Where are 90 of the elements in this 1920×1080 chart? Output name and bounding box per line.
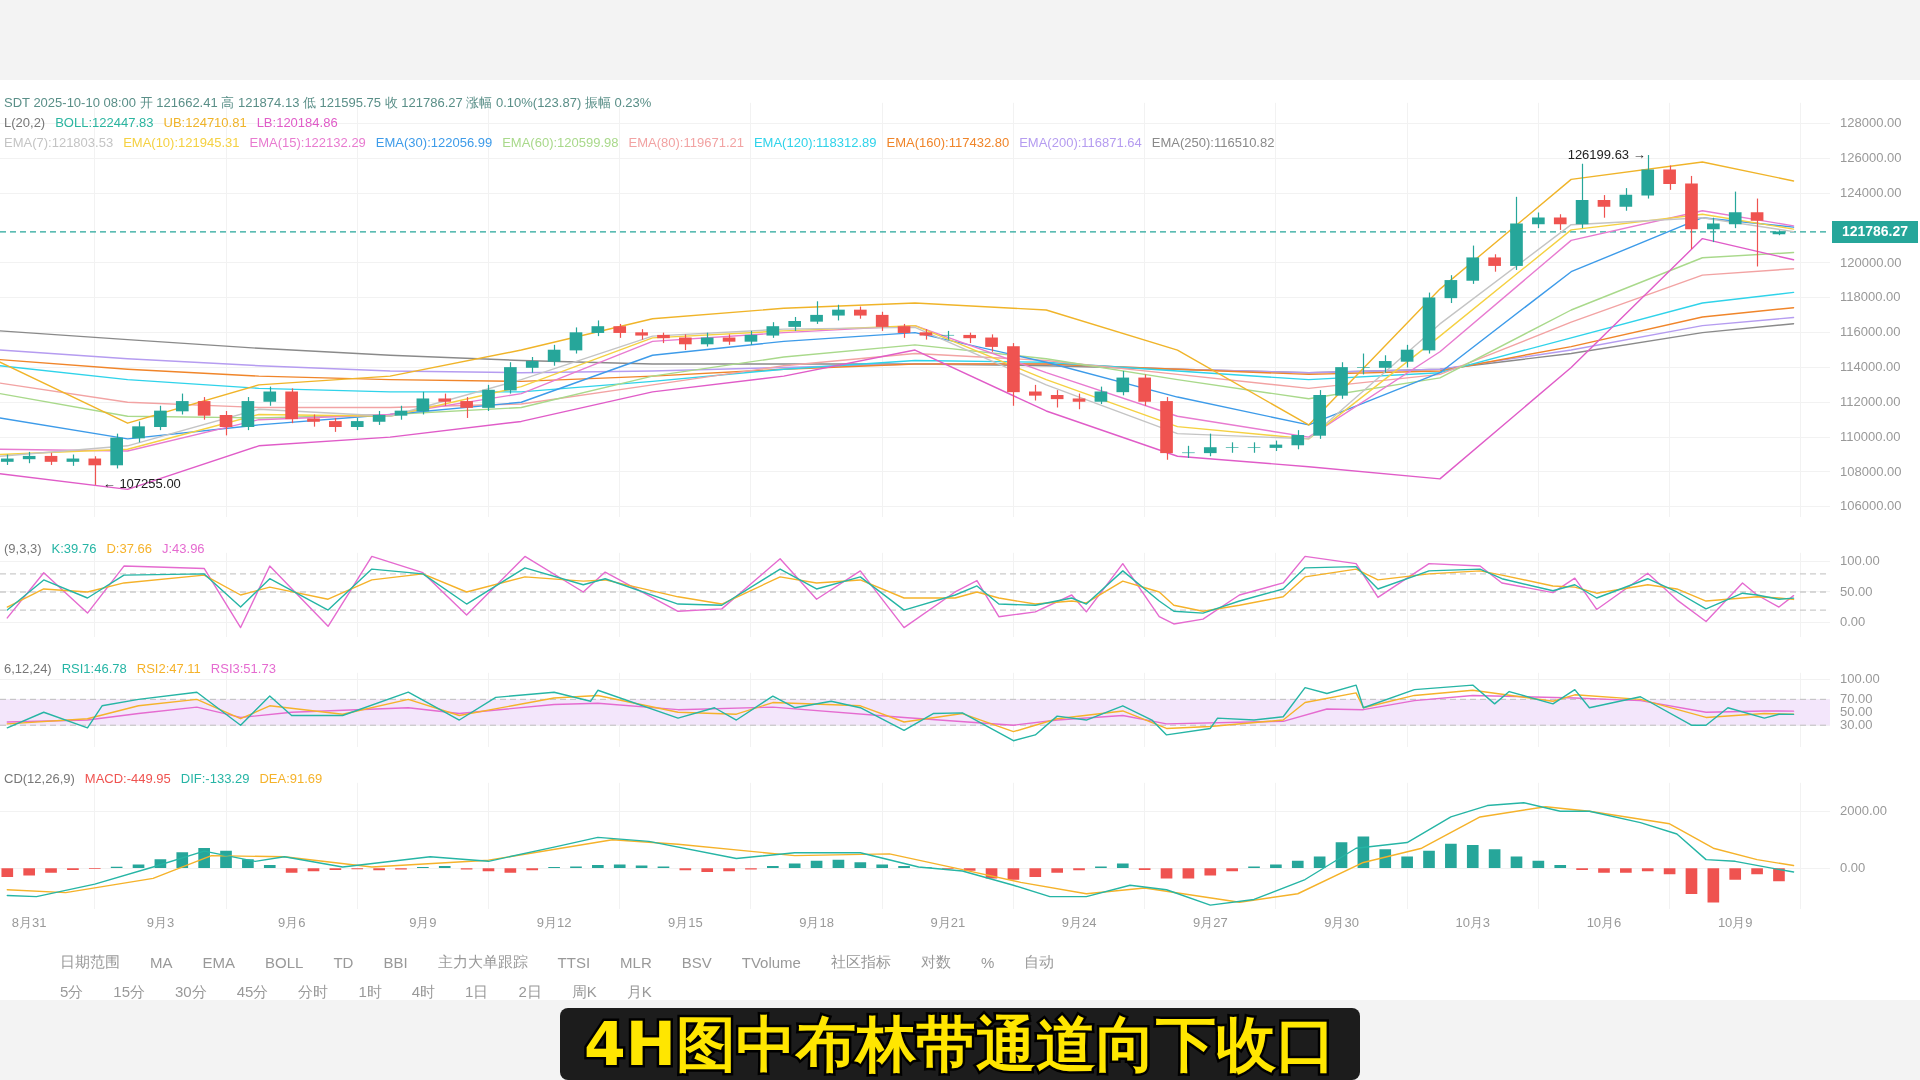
text: MA	[150, 953, 173, 971]
annotation: BOLL:122447.83	[55, 115, 154, 130]
text: 社区指标	[830, 952, 891, 972]
y-tick-label: 114000.00	[1840, 359, 1901, 375]
text: EMA(80):119671.21	[628, 135, 744, 150]
text: MLR	[620, 953, 652, 971]
text: DIF:-133.29	[180, 771, 250, 786]
text: 月K	[626, 982, 652, 1002]
y-tick-label: 128000.00	[1840, 115, 1902, 131]
y-tick-label: 118000.00	[1840, 289, 1901, 305]
y-tick-label: 50.00	[1840, 583, 1873, 599]
y-tick-label: 120000.00	[1840, 254, 1902, 270]
text: 分时	[298, 982, 329, 1002]
text: EMA(120):118312.89	[753, 135, 877, 150]
text: EMA(15):122132.29	[249, 135, 366, 150]
text: EMA(160):117432.80	[886, 135, 1010, 150]
y-tick-label: 70.00	[1840, 690, 1873, 706]
text: 4时	[411, 982, 436, 1002]
y-tick-label: 30.00	[1840, 716, 1873, 732]
text: BSV	[681, 953, 712, 971]
text: 日期范围	[60, 952, 120, 972]
annotation: (9,3,3)	[4, 541, 42, 556]
text: 周K	[571, 982, 597, 1002]
text: RSI3:51.73	[210, 661, 276, 676]
text: EMA(200):116871.64	[1019, 135, 1142, 150]
text: 4H图中布林带通道向下收口	[560, 1008, 1360, 1080]
annotation: CD(12,26,9)	[4, 771, 75, 786]
text: 1日	[465, 982, 489, 1002]
x-tick-label: 9月21	[930, 914, 966, 930]
x-tick-label: 8月31	[11, 914, 47, 930]
text: 自动	[1024, 952, 1055, 972]
x-tick-label: 9月30	[1324, 914, 1359, 930]
y-tick-label: 2000.00	[1840, 802, 1887, 818]
x-tick-label: 9月27	[1192, 914, 1228, 930]
x-tick-label: 9月18	[799, 914, 834, 930]
text: 15分	[113, 982, 146, 1002]
text: 30分	[175, 982, 207, 1002]
text: BOLL	[265, 953, 304, 971]
text: 对数	[920, 952, 951, 972]
x-tick-label: 10月3	[1455, 914, 1491, 930]
y-tick-label: 0.00	[1840, 613, 1866, 629]
y-tick-label: 126000.00	[1840, 150, 1902, 166]
series-label: K:39.76	[51, 541, 97, 556]
y-tick-label: 110000.00	[1840, 428, 1901, 444]
ref-line-label: 121786.27	[1841, 222, 1909, 239]
y-tick-label: 116000.00	[1840, 324, 1901, 340]
annotation: SDT 2025-10-10 08:00 开 121662.41 高 121874.13 低 121595.75 收 121786.27 涨幅 0.10%(123.87) 振幅 0.23%	[4, 95, 652, 110]
text: 主力大单跟踪	[437, 952, 528, 972]
series-label: RSI1:46.78	[61, 661, 127, 676]
y-tick-label: 100.00	[1840, 553, 1880, 569]
x-tick-label: 9月3	[146, 914, 175, 930]
text: BBI	[383, 953, 408, 971]
y-tick-label: 0.00	[1840, 859, 1866, 875]
annotation: 6,12,24)	[4, 661, 52, 676]
x-tick-label: 9月12	[536, 914, 572, 930]
series-label: J:43.96	[161, 541, 205, 556]
x-tick-label: 9月15	[667, 914, 703, 930]
text: EMA	[202, 953, 236, 971]
y-tick-label: 100.00	[1840, 671, 1880, 687]
text: EMA(30):122056.99	[375, 135, 493, 150]
x-tick-label: 9月6	[277, 914, 306, 930]
x-tick-label: 10月9	[1717, 914, 1753, 930]
text: EMA(7):121803.53	[4, 135, 114, 150]
text: 45分	[236, 982, 269, 1002]
x-tick-label: 9月24	[1061, 914, 1097, 930]
text: UB:124710.81	[163, 115, 247, 130]
y-tick-label: 108000.00	[1840, 463, 1902, 479]
text: MACD:-449.95	[84, 771, 171, 786]
text: EMA(250):116510.82	[1151, 135, 1275, 150]
text: %	[980, 953, 995, 971]
series-label: RSI2:47.11	[136, 661, 201, 676]
series-label: D:37.66	[106, 541, 152, 556]
text: TVolume	[741, 953, 801, 971]
text: 1时	[358, 982, 382, 1002]
text: TD	[333, 953, 354, 971]
text: EMA(10):121945.31	[123, 135, 240, 150]
x-tick-label: 9月9	[409, 914, 437, 930]
y-tick-label: 106000.00	[1840, 498, 1902, 514]
y-tick-label: 50.00	[1840, 703, 1873, 719]
text: 2日	[518, 982, 542, 1002]
text: EMA(60):120599.98	[502, 135, 619, 150]
annotation: L(20,2)	[4, 115, 46, 130]
text: LB:120184.86	[256, 115, 338, 130]
text: 5分	[60, 982, 84, 1002]
y-tick-label: 124000.00	[1840, 184, 1902, 200]
x-tick-label: 10月6	[1586, 914, 1622, 930]
text: TTSI	[557, 953, 591, 971]
annotation: 126199.63 →	[1567, 146, 1646, 162]
y-tick-label: 112000.00	[1840, 393, 1901, 409]
text: DEA:91.69	[259, 771, 323, 786]
